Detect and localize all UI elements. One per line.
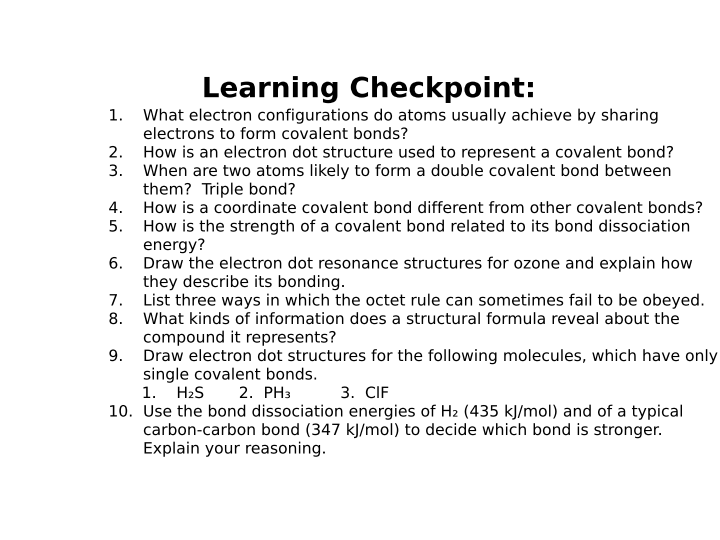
Text: Explain your reasoning.: Explain your reasoning. <box>143 442 326 456</box>
Text: List three ways in which the octet rule can sometimes fail to be obeyed.: List three ways in which the octet rule … <box>143 293 703 308</box>
Text: Use the bond dissociation energies of H₂ (435 kJ/mol) and of a typical: Use the bond dissociation energies of H₂… <box>143 404 683 420</box>
Text: energy?: energy? <box>143 238 205 253</box>
Text: What kinds of information does a structural formula reveal about the: What kinds of information does a structu… <box>143 312 678 327</box>
Text: 6.: 6. <box>109 256 123 272</box>
Text: 9.: 9. <box>109 349 123 364</box>
Text: 3.: 3. <box>109 164 123 179</box>
Text: When are two atoms likely to form a double covalent bond between: When are two atoms likely to form a doub… <box>143 164 670 179</box>
Text: them?  Triple bond?: them? Triple bond? <box>143 183 296 198</box>
Text: 5.: 5. <box>109 219 123 234</box>
Text: electrons to form covalent bonds?: electrons to form covalent bonds? <box>143 127 408 142</box>
Text: single covalent bonds.: single covalent bonds. <box>143 368 318 382</box>
Text: How is a coordinate covalent bond different from other covalent bonds?: How is a coordinate covalent bond differ… <box>143 201 702 216</box>
Text: Draw the electron dot resonance structures for ozone and explain how: Draw the electron dot resonance structur… <box>143 256 691 272</box>
Text: 2.: 2. <box>109 145 123 160</box>
Text: 7.: 7. <box>109 293 123 308</box>
Text: 1.    H₂S       2.  PH₃          3.  ClF: 1. H₂S 2. PH₃ 3. ClF <box>132 386 386 401</box>
Text: 8.: 8. <box>109 312 123 327</box>
Text: What electron configurations do atoms usually achieve by sharing: What electron configurations do atoms us… <box>143 109 658 124</box>
Text: How is the strength of a covalent bond related to its bond dissociation: How is the strength of a covalent bond r… <box>143 219 689 234</box>
Text: carbon-carbon bond (347 kJ/mol) to decide which bond is stronger.: carbon-carbon bond (347 kJ/mol) to decid… <box>143 423 661 438</box>
Text: Learning Checkpoint:: Learning Checkpoint: <box>202 75 536 103</box>
Text: How is an electron dot structure used to represent a covalent bond?: How is an electron dot structure used to… <box>143 145 672 160</box>
Text: 1.: 1. <box>109 109 123 124</box>
Text: they describe its bonding.: they describe its bonding. <box>143 275 346 290</box>
Text: compound it represents?: compound it represents? <box>143 330 336 346</box>
Text: Draw electron dot structures for the following molecules, which have only: Draw electron dot structures for the fol… <box>143 349 716 364</box>
Text: 4.: 4. <box>109 201 123 216</box>
Text: 10.: 10. <box>109 404 132 420</box>
